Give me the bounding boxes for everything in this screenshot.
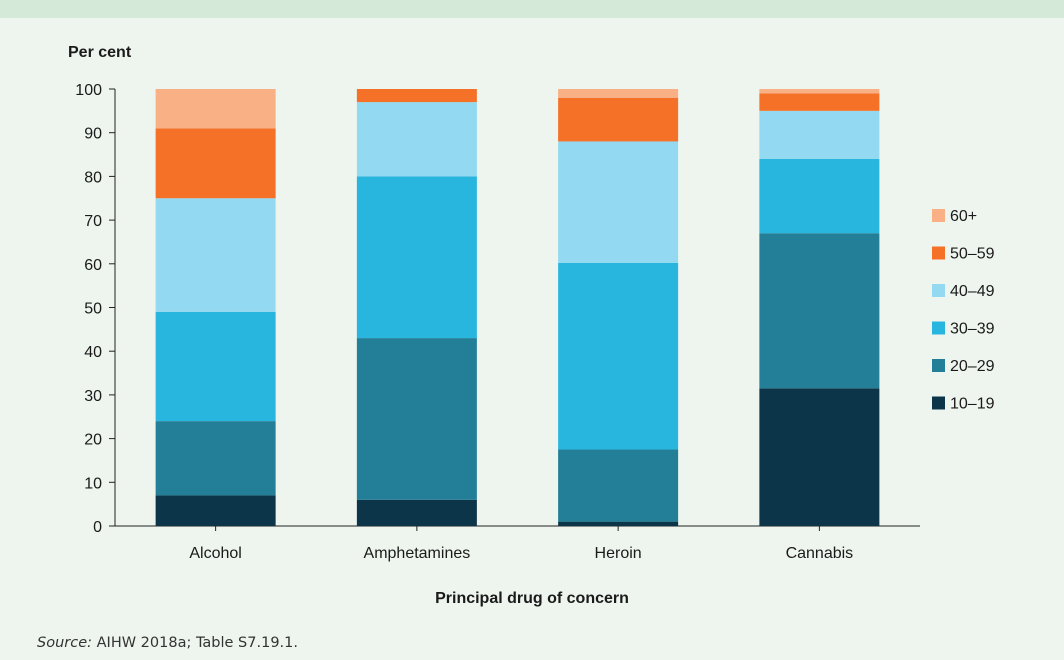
bar-segment [356,176,477,339]
source-label: Source: [37,635,93,651]
y-tick-label: 90 [84,126,102,143]
y-tick-label: 0 [93,519,102,536]
x-tick-label: Cannabis [786,545,854,562]
y-tick-label: 20 [84,432,102,449]
y-tick-label: 70 [84,213,102,230]
bar-segment [558,141,679,263]
legend-label: 30–39 [950,321,995,338]
legend-swatch [932,284,945,297]
x-tick-label: Alcohol [189,545,241,562]
bar-segment [356,102,477,177]
bar-segment [558,521,679,526]
source-note: Source: AIHW 2018a; Table S7.19.1. [37,635,298,651]
legend-label: 40–49 [950,283,995,300]
legend-swatch [932,321,945,335]
legend-label: 10–19 [950,396,995,413]
x-tick-label: Heroin [595,545,642,562]
bar-segment [356,338,477,500]
y-axis-title: Per cent [68,44,132,61]
x-axis-title: Principal drug of concern [435,590,629,607]
bar-segment [759,110,880,159]
legend-swatch [932,396,945,410]
bar-segment [759,93,880,111]
header-band [0,0,1064,18]
y-tick-label: 60 [84,257,102,274]
bar-segment [759,158,880,234]
legend-label: 20–29 [950,358,995,375]
bar-segment [558,89,679,98]
bar-segment [356,499,477,526]
x-tick-label: Amphetamines [364,545,471,562]
y-tick-label: 10 [84,475,102,492]
bar-segment [155,311,276,422]
y-tick-label: 40 [84,344,102,361]
bar-segment [356,89,477,103]
y-tick-label: 30 [84,388,102,405]
bar-segment [155,89,276,129]
legend-swatch [932,209,945,222]
bar-segment [155,198,276,312]
legend-swatch [932,246,945,260]
legend-label: 60+ [950,208,977,225]
bar-segment [155,495,276,526]
bar-segment [155,128,276,199]
y-tick-label: 100 [75,82,102,99]
legend-swatch [932,359,945,372]
bar-segment [155,421,276,496]
y-tick-label: 50 [84,301,102,318]
bar-segment [558,262,679,450]
source-text: AIHW 2018a; Table S7.19.1. [96,635,298,651]
bar-segment [759,233,880,389]
bar-segment [558,449,679,522]
y-tick-label: 80 [84,169,102,186]
bar-segment [558,97,679,142]
legend-label: 50–59 [950,246,995,263]
bar-segment [759,388,880,526]
bar-segment [759,89,880,94]
